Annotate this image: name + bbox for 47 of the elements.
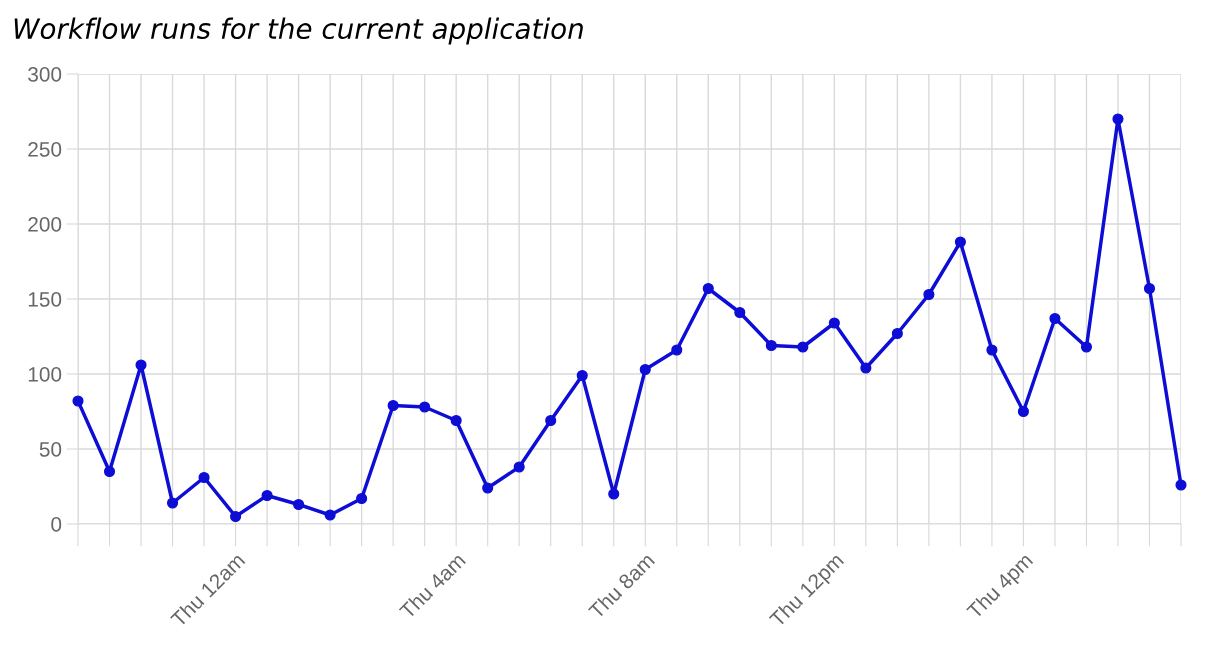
point bbox=[198, 471, 210, 484]
point bbox=[482, 482, 494, 494]
point bbox=[72, 395, 84, 407]
point bbox=[387, 399, 399, 412]
point bbox=[103, 465, 116, 478]
point bbox=[1175, 479, 1187, 491]
point bbox=[860, 362, 872, 374]
point bbox=[230, 510, 242, 523]
y-tick-label: 200 bbox=[28, 217, 62, 232]
point bbox=[545, 414, 557, 427]
point bbox=[639, 363, 651, 376]
point bbox=[702, 282, 714, 295]
point bbox=[765, 339, 777, 352]
point bbox=[797, 341, 809, 353]
point bbox=[1049, 312, 1061, 325]
y-tick-label: 250 bbox=[28, 142, 62, 157]
x-tick-label: Thu 4pm bbox=[965, 552, 1037, 623]
point bbox=[923, 288, 935, 301]
point bbox=[1080, 341, 1093, 353]
point bbox=[954, 236, 966, 248]
x-tick-label: Thu 8am bbox=[587, 552, 656, 620]
y-tick-label: 50 bbox=[39, 442, 62, 457]
point bbox=[356, 492, 368, 505]
point bbox=[671, 344, 683, 356]
y-tick-label: 0 bbox=[51, 517, 62, 532]
point bbox=[166, 497, 179, 509]
point bbox=[891, 327, 903, 340]
x-tick-label: Thu 4am bbox=[398, 552, 467, 620]
y-tick-label: 300 bbox=[28, 67, 62, 82]
point bbox=[1112, 113, 1124, 125]
point bbox=[608, 488, 620, 500]
point bbox=[324, 509, 336, 521]
point bbox=[1017, 405, 1029, 418]
point bbox=[450, 414, 462, 427]
point bbox=[576, 369, 588, 382]
point bbox=[734, 306, 746, 319]
point bbox=[1143, 282, 1156, 295]
point bbox=[828, 317, 840, 329]
y-tick-label: 100 bbox=[28, 367, 62, 382]
point bbox=[986, 344, 998, 356]
point bbox=[419, 401, 431, 413]
y-tick-label: 150 bbox=[28, 292, 62, 307]
point bbox=[135, 359, 147, 371]
point bbox=[261, 489, 273, 502]
point bbox=[293, 498, 305, 511]
point bbox=[513, 461, 525, 473]
chart-title: Workflow runs for the current application bbox=[14, 17, 583, 45]
